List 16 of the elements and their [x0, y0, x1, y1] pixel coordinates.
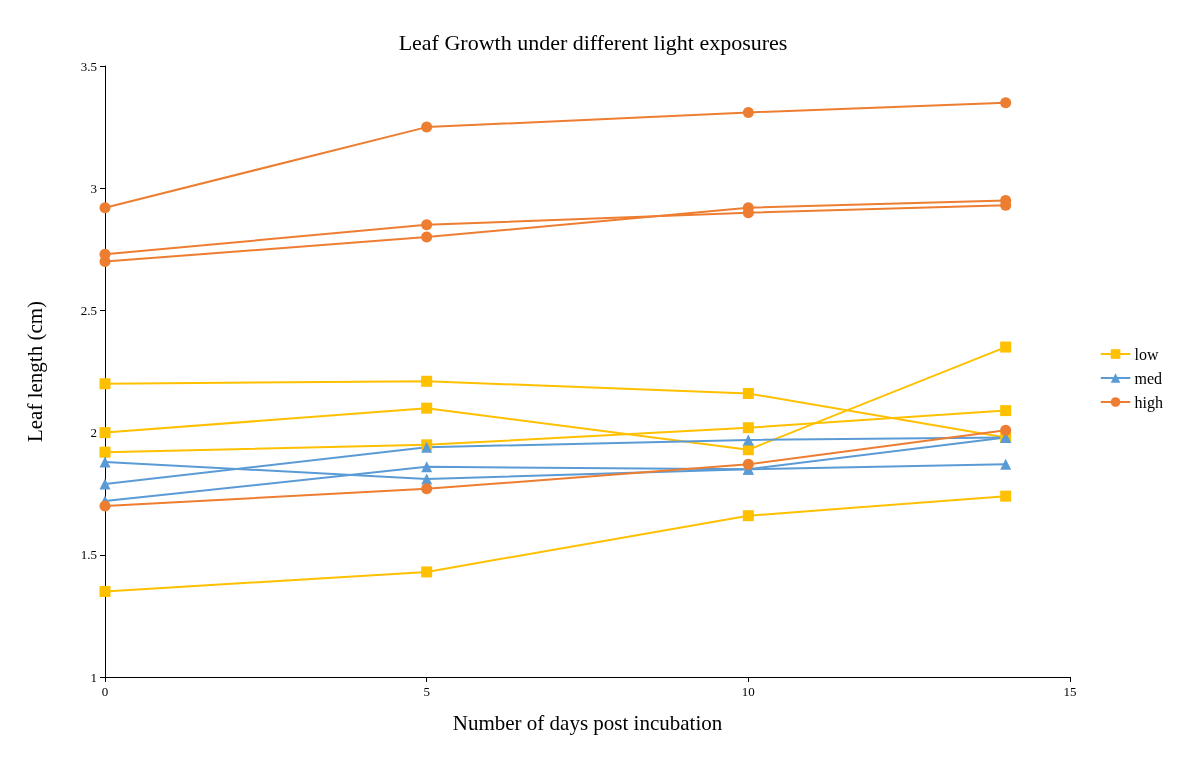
- y-axis-title: Leaf length (cm): [22, 300, 47, 443]
- y-tick-label: 1: [90, 669, 97, 685]
- x-tick-label: 0: [101, 684, 109, 699]
- legend-label: low: [1134, 345, 1159, 363]
- y-tick-label: 3.5: [80, 58, 97, 74]
- y-tick-label: 2.5: [80, 302, 97, 318]
- x-tick-label: 15: [1063, 684, 1077, 699]
- x-tick-label: 5: [423, 684, 430, 699]
- y-tick-label: 3: [90, 180, 97, 196]
- y-tick-label: 2: [90, 425, 97, 441]
- x-axis-title: Number of days post incubation: [452, 710, 723, 735]
- x-tick-label: 10: [741, 684, 755, 699]
- y-tick-label: 1.5: [80, 547, 97, 563]
- legend-label: med: [1134, 369, 1163, 387]
- legend-label: high: [1134, 393, 1164, 412]
- chart-title: Leaf Growth under different light exposures: [398, 29, 788, 55]
